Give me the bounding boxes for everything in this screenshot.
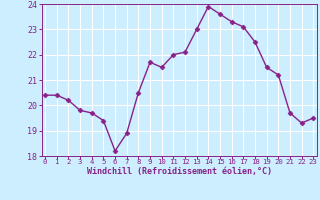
X-axis label: Windchill (Refroidissement éolien,°C): Windchill (Refroidissement éolien,°C)	[87, 167, 272, 176]
